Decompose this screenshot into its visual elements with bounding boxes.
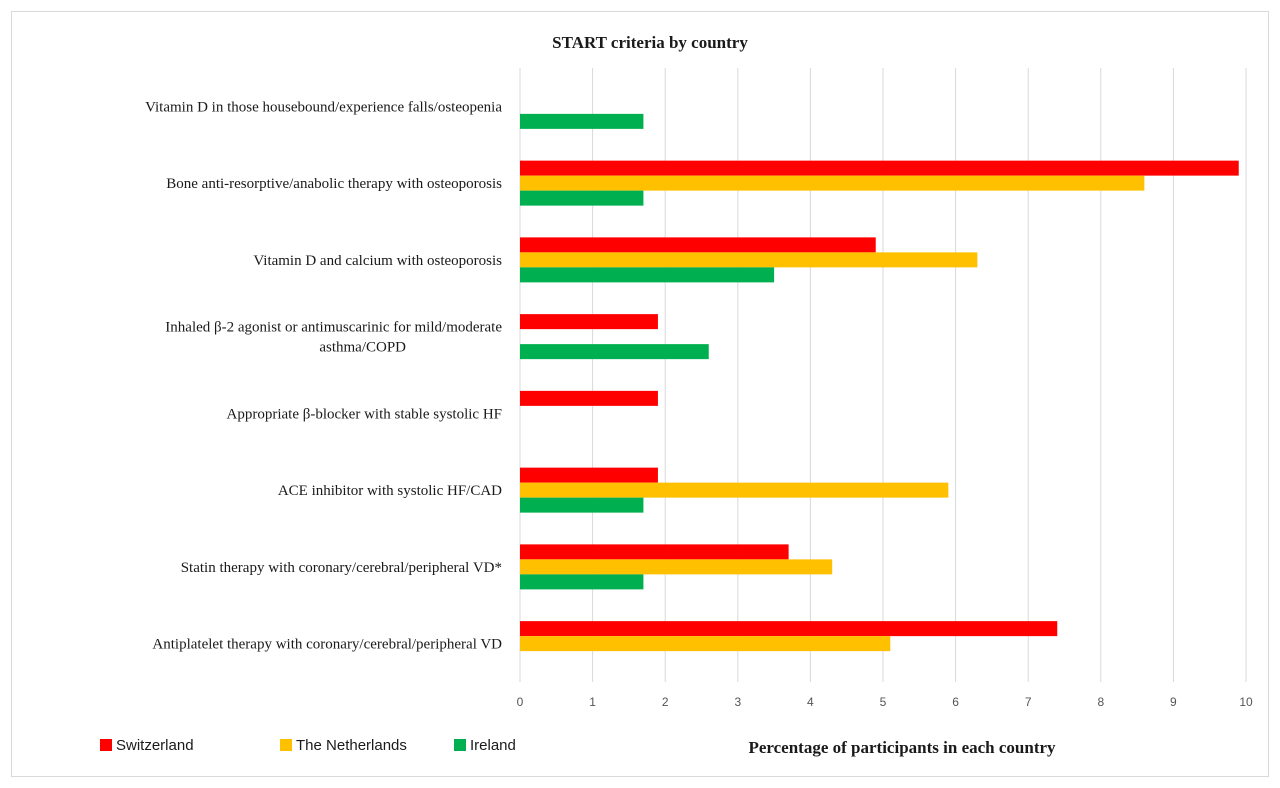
bar [520,267,775,283]
category-labels: Vitamin D in those housebound/experience… [145,99,502,652]
bar [520,344,709,360]
x-tick-label: 7 [1025,695,1032,709]
bar [520,390,658,406]
category-label: Appropriate β-blocker with stable systol… [227,406,503,422]
bar [520,237,876,253]
legend: Switzerland The Netherlands Ireland [100,737,516,754]
category-label: Inhaled β-2 agonist or antimuscarinic fo… [165,320,502,356]
bar [520,497,644,513]
x-tick-label: 6 [952,695,959,709]
bars [520,113,1239,652]
x-tick-label: 8 [1097,695,1104,709]
bar [520,252,978,268]
bar [520,636,891,652]
legend-swatch [280,739,292,751]
x-tick-label: 5 [880,695,887,709]
category-label: Bone anti-resorptive/anabolic therapy wi… [166,176,502,192]
bar [520,621,1058,637]
legend-swatch [100,739,112,751]
bar [520,482,949,498]
x-tick-label: 2 [662,695,669,709]
category-label: ACE inhibitor with systolic HF/CAD [278,483,502,499]
bar [520,160,1239,176]
gridlines [519,68,1247,682]
bar [520,113,644,129]
x-tick-label: 9 [1170,695,1177,709]
x-tick-label: 1 [589,695,596,709]
x-tick-label: 4 [807,695,814,709]
legend-label: Switzerland [116,737,194,754]
category-label: Antiplatelet therapy with coronary/cereb… [152,637,502,653]
bar [520,190,644,206]
x-tick-label: 3 [734,695,741,709]
x-tick-label: 0 [517,695,524,709]
category-label: Vitamin D in those housebound/experience… [145,99,502,115]
bar [520,544,789,560]
category-label: Vitamin D and calcium with osteoporosis [253,253,502,269]
x-tick-label: 10 [1239,695,1253,709]
legend-label: The Netherlands [296,737,407,754]
bar [520,467,658,483]
legend-label: Ireland [470,737,516,754]
bar [520,559,833,575]
bar [520,574,644,590]
chart-title: START criteria by country [552,33,748,52]
bar [520,314,658,330]
x-axis-label: Percentage of participants in each count… [748,738,1056,757]
bar [520,175,1145,191]
legend-swatch [454,739,466,751]
x-tick-labels: 0 1 2 3 4 5 6 7 8 9 10 [517,695,1253,709]
category-label: Statin therapy with coronary/cerebral/pe… [181,560,502,576]
